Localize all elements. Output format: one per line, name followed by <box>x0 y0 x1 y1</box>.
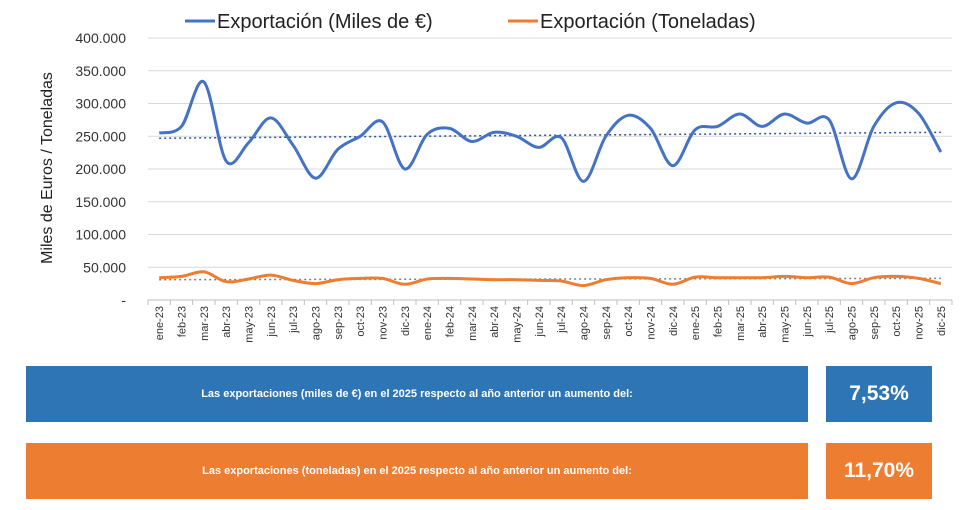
x-tick-label: sep-23 <box>333 306 345 340</box>
x-tick-label: ene-25 <box>690 306 702 340</box>
legend: Exportación (Miles de €) Exportación (To… <box>185 11 756 33</box>
x-tick-label: mar-23 <box>199 306 211 341</box>
x-tick-label: jul-23 <box>288 306 300 334</box>
x-tick-label: nov-25 <box>914 306 926 340</box>
line-chart: Exportación (Miles de €) Exportación (To… <box>39 11 953 343</box>
x-tick-label: dic-25 <box>936 306 948 336</box>
x-tick-label: abr-24 <box>489 306 501 338</box>
x-tick-label: jul-25 <box>824 306 836 334</box>
x-tick-label: may-25 <box>780 306 792 343</box>
x-tick-label: feb-25 <box>713 306 725 337</box>
x-tick-label: feb-24 <box>445 306 457 337</box>
x-tick-label: dic-24 <box>668 306 680 336</box>
x-tick-label: sep-25 <box>869 306 881 340</box>
x-tick-label: sep-24 <box>601 306 613 340</box>
value-box-euros: 7,53% <box>826 366 932 422</box>
x-tick-label: jul-24 <box>556 306 568 334</box>
x-tick-label: oct-25 <box>891 306 903 337</box>
y-tick-label: 400.000 <box>75 30 126 46</box>
value-euros: 7,53% <box>849 382 909 405</box>
x-ticks: ene-23 feb-23 mar-23 abr-23 may-23 jun-23 jul-… <box>147 300 953 343</box>
value-box-toneladas: 11,70% <box>826 443 932 499</box>
y-tick-label: 50.000 <box>83 259 126 275</box>
trendlines <box>159 131 941 281</box>
x-tick-label: feb-23 <box>177 306 189 337</box>
y-ticks: - 50.000 100.000 150.000 200.000 250.000 300.0… <box>75 30 126 308</box>
x-tick-label: ago-25 <box>847 306 859 340</box>
banner-toneladas: Las exportaciones (toneladas) en el 2025… <box>26 443 808 499</box>
x-tick-label: dic-23 <box>400 306 412 336</box>
x-tick-label: abr-25 <box>757 306 769 338</box>
x-tick-label: ago-23 <box>311 306 323 340</box>
y-tick-label: 250.000 <box>75 128 126 144</box>
x-tick-label: mar-24 <box>467 306 479 341</box>
x-tick-label: ene-23 <box>154 306 166 340</box>
value-toneladas: 11,70% <box>843 459 915 482</box>
y-tick-label: 300.000 <box>75 96 126 112</box>
x-tick-label: jun-25 <box>802 306 814 338</box>
x-tick-label: may-24 <box>512 306 524 343</box>
y-tick-label: 100.000 <box>75 227 126 243</box>
x-tick-label: nov-24 <box>646 306 658 340</box>
banner-euros-text: Las exportaciones (miles de €) en el 202… <box>201 388 633 400</box>
y-tick-label: 150.000 <box>75 194 126 210</box>
x-tick-label: ago-24 <box>579 306 591 340</box>
gridlines <box>148 37 952 301</box>
series-lines <box>158 80 943 288</box>
y-tick-label: - <box>121 292 126 308</box>
trendline-series-0 <box>159 131 941 139</box>
x-tick-label: ene-24 <box>422 306 434 340</box>
legend-label-toneladas: Exportación (Toneladas) <box>540 11 756 33</box>
banner-euros: Las exportaciones (miles de €) en el 202… <box>26 366 808 422</box>
y-tick-label: 200.000 <box>75 161 126 177</box>
x-tick-label: jun-23 <box>266 306 278 338</box>
x-tick-label: may-23 <box>244 306 256 343</box>
banner-toneladas-text: Las exportaciones (toneladas) en el 2025… <box>202 465 632 477</box>
x-tick-label: oct-23 <box>355 306 367 337</box>
y-tick-label: 350.000 <box>75 63 126 79</box>
x-tick-label: mar-25 <box>735 306 747 341</box>
x-tick-label: oct-24 <box>623 306 635 337</box>
series-line-0 <box>158 80 943 183</box>
x-tick-label: nov-23 <box>378 306 390 340</box>
x-tick-label: abr-23 <box>221 306 233 338</box>
x-tick-label: jun-24 <box>534 306 546 338</box>
y-axis-label: Miles de Euros / Toneladas <box>39 72 56 264</box>
legend-label-euros: Exportación (Miles de €) <box>217 11 433 33</box>
series-line-1 <box>159 270 942 288</box>
